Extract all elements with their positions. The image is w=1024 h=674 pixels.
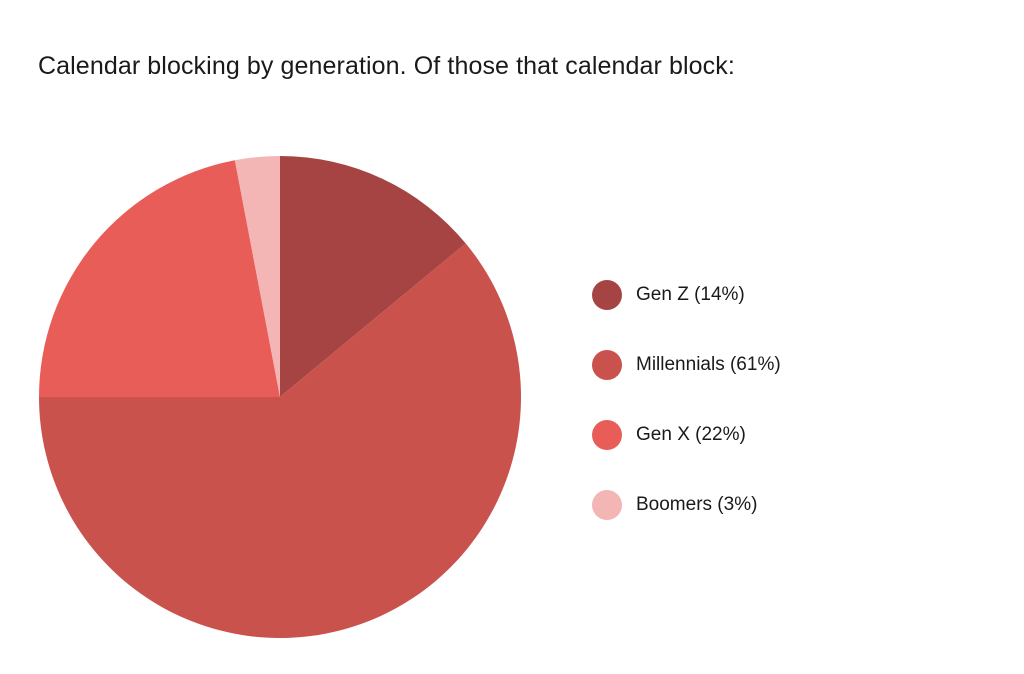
legend-swatch-millennials (592, 350, 622, 380)
legend-label-millennials: Millennials (61%) (636, 354, 781, 375)
pie-slice-boomers (234, 156, 280, 397)
legend-item-gen-x: Gen X (22%) (592, 417, 781, 453)
legend-swatch-gen-x (592, 420, 622, 450)
legend-swatch-boomers (592, 490, 622, 520)
legend-item-millennials: Millennials (61%) (592, 347, 781, 383)
legend-label-gen-z: Gen Z (14%) (636, 284, 745, 305)
pie-slice-gen-x (39, 160, 280, 397)
chart-title: Calendar blocking by generation. Of thos… (38, 52, 735, 80)
legend: Gen Z (14%) Millennials (61%) Gen X (22%… (592, 277, 781, 557)
legend-item-boomers: Boomers (3%) (592, 487, 781, 523)
pie-slice-millennials (39, 243, 521, 639)
legend-label-boomers: Boomers (3%) (636, 494, 758, 515)
pie-slice-gen-z (280, 156, 466, 397)
legend-label-gen-x: Gen X (22%) (636, 424, 746, 445)
legend-swatch-gen-z (592, 280, 622, 310)
legend-item-gen-z: Gen Z (14%) (592, 277, 781, 313)
pie-slices (39, 156, 521, 639)
